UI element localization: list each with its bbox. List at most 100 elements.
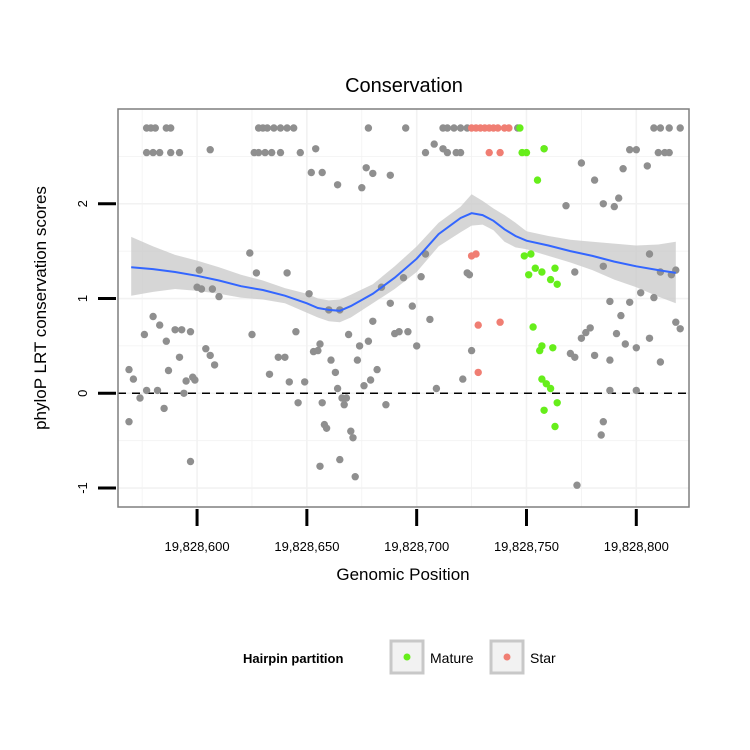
point-other bbox=[408, 302, 416, 310]
point-other bbox=[246, 249, 254, 257]
point-other bbox=[606, 356, 614, 364]
point-other bbox=[650, 124, 658, 132]
point-other bbox=[450, 124, 458, 132]
point-mature bbox=[520, 252, 528, 260]
point-other bbox=[156, 321, 164, 329]
point-star bbox=[474, 368, 482, 377]
point-other bbox=[597, 431, 605, 439]
point-other bbox=[316, 340, 324, 348]
point-other bbox=[386, 171, 394, 179]
point-other bbox=[402, 124, 410, 132]
y-tick-label: 0 bbox=[75, 390, 90, 397]
point-other bbox=[386, 299, 394, 307]
point-other bbox=[676, 124, 684, 132]
legend-dot-star bbox=[503, 653, 511, 661]
point-other bbox=[164, 366, 173, 375]
point-mature bbox=[540, 145, 548, 153]
point-other bbox=[274, 353, 282, 361]
point-other bbox=[333, 181, 342, 189]
point-other bbox=[426, 315, 434, 324]
point-other bbox=[571, 268, 579, 276]
legend-label-star: Star bbox=[530, 650, 556, 666]
y-tick-label: -1 bbox=[75, 482, 90, 494]
point-other bbox=[318, 399, 326, 407]
point-other bbox=[191, 376, 199, 384]
point-other bbox=[632, 146, 640, 154]
point-other bbox=[360, 382, 368, 390]
point-other bbox=[254, 148, 263, 157]
point-other bbox=[283, 124, 291, 132]
point-other bbox=[615, 194, 623, 202]
legend-title: Hairpin partition bbox=[243, 651, 343, 666]
point-other bbox=[456, 148, 465, 157]
point-other bbox=[672, 318, 680, 326]
x-tick-label: 19,828,750 bbox=[494, 539, 559, 554]
y-axis: -1 0 1 2 bbox=[75, 200, 116, 494]
point-mature bbox=[553, 399, 561, 407]
point-other bbox=[314, 346, 322, 355]
point-other bbox=[353, 356, 362, 364]
legend: Hairpin partition Mature Star bbox=[243, 639, 556, 675]
point-other bbox=[167, 148, 175, 157]
point-other bbox=[645, 250, 654, 258]
point-other bbox=[373, 365, 381, 374]
point-other bbox=[443, 148, 452, 157]
point-other bbox=[160, 404, 168, 413]
point-other bbox=[305, 290, 313, 298]
point-other bbox=[443, 124, 452, 132]
point-mature bbox=[533, 176, 542, 184]
point-other bbox=[650, 293, 658, 302]
point-other bbox=[632, 386, 640, 395]
point-other bbox=[276, 148, 285, 157]
point-other bbox=[590, 176, 599, 184]
point-other bbox=[215, 292, 223, 301]
point-mature bbox=[531, 264, 539, 272]
point-other bbox=[355, 342, 364, 350]
point-mature bbox=[546, 384, 555, 393]
point-star bbox=[472, 250, 480, 258]
point-other bbox=[186, 328, 195, 336]
point-other bbox=[316, 462, 324, 470]
point-other bbox=[621, 340, 629, 348]
point-other bbox=[417, 273, 425, 281]
point-other bbox=[206, 351, 214, 360]
point-other bbox=[606, 297, 614, 306]
point-other bbox=[656, 358, 665, 366]
chart-title: Conservation bbox=[345, 75, 463, 97]
point-other bbox=[142, 148, 151, 157]
x-tick-label: 19,828,600 bbox=[165, 539, 230, 554]
point-other bbox=[590, 351, 599, 360]
point-other bbox=[327, 356, 335, 364]
point-mature bbox=[529, 323, 537, 331]
point-other bbox=[676, 325, 684, 333]
point-other bbox=[577, 159, 586, 167]
point-other bbox=[586, 324, 594, 332]
point-other bbox=[606, 386, 614, 395]
point-mature bbox=[538, 375, 546, 383]
data-points bbox=[125, 124, 684, 489]
point-other bbox=[129, 375, 138, 383]
point-star bbox=[494, 124, 502, 132]
point-other bbox=[171, 326, 179, 334]
point-mature bbox=[527, 250, 535, 258]
legend-label-mature: Mature bbox=[430, 650, 474, 666]
point-mature bbox=[538, 342, 546, 350]
point-other bbox=[301, 378, 309, 386]
point-other bbox=[175, 353, 184, 361]
legend-dot-mature bbox=[403, 653, 411, 661]
point-other bbox=[283, 269, 291, 277]
point-other bbox=[167, 124, 175, 132]
point-other bbox=[125, 365, 133, 374]
point-other bbox=[430, 140, 438, 148]
plot-panel bbox=[118, 109, 689, 507]
x-axis-title: Genomic Position bbox=[336, 565, 469, 584]
point-other bbox=[413, 342, 421, 350]
point-mature bbox=[551, 264, 559, 272]
point-other bbox=[619, 165, 627, 173]
plot-panel-border bbox=[117, 108, 690, 508]
point-other bbox=[599, 418, 607, 426]
x-tick-label: 19,828,800 bbox=[604, 539, 669, 554]
point-other bbox=[175, 148, 184, 157]
point-other bbox=[654, 148, 662, 157]
point-other bbox=[156, 148, 164, 157]
